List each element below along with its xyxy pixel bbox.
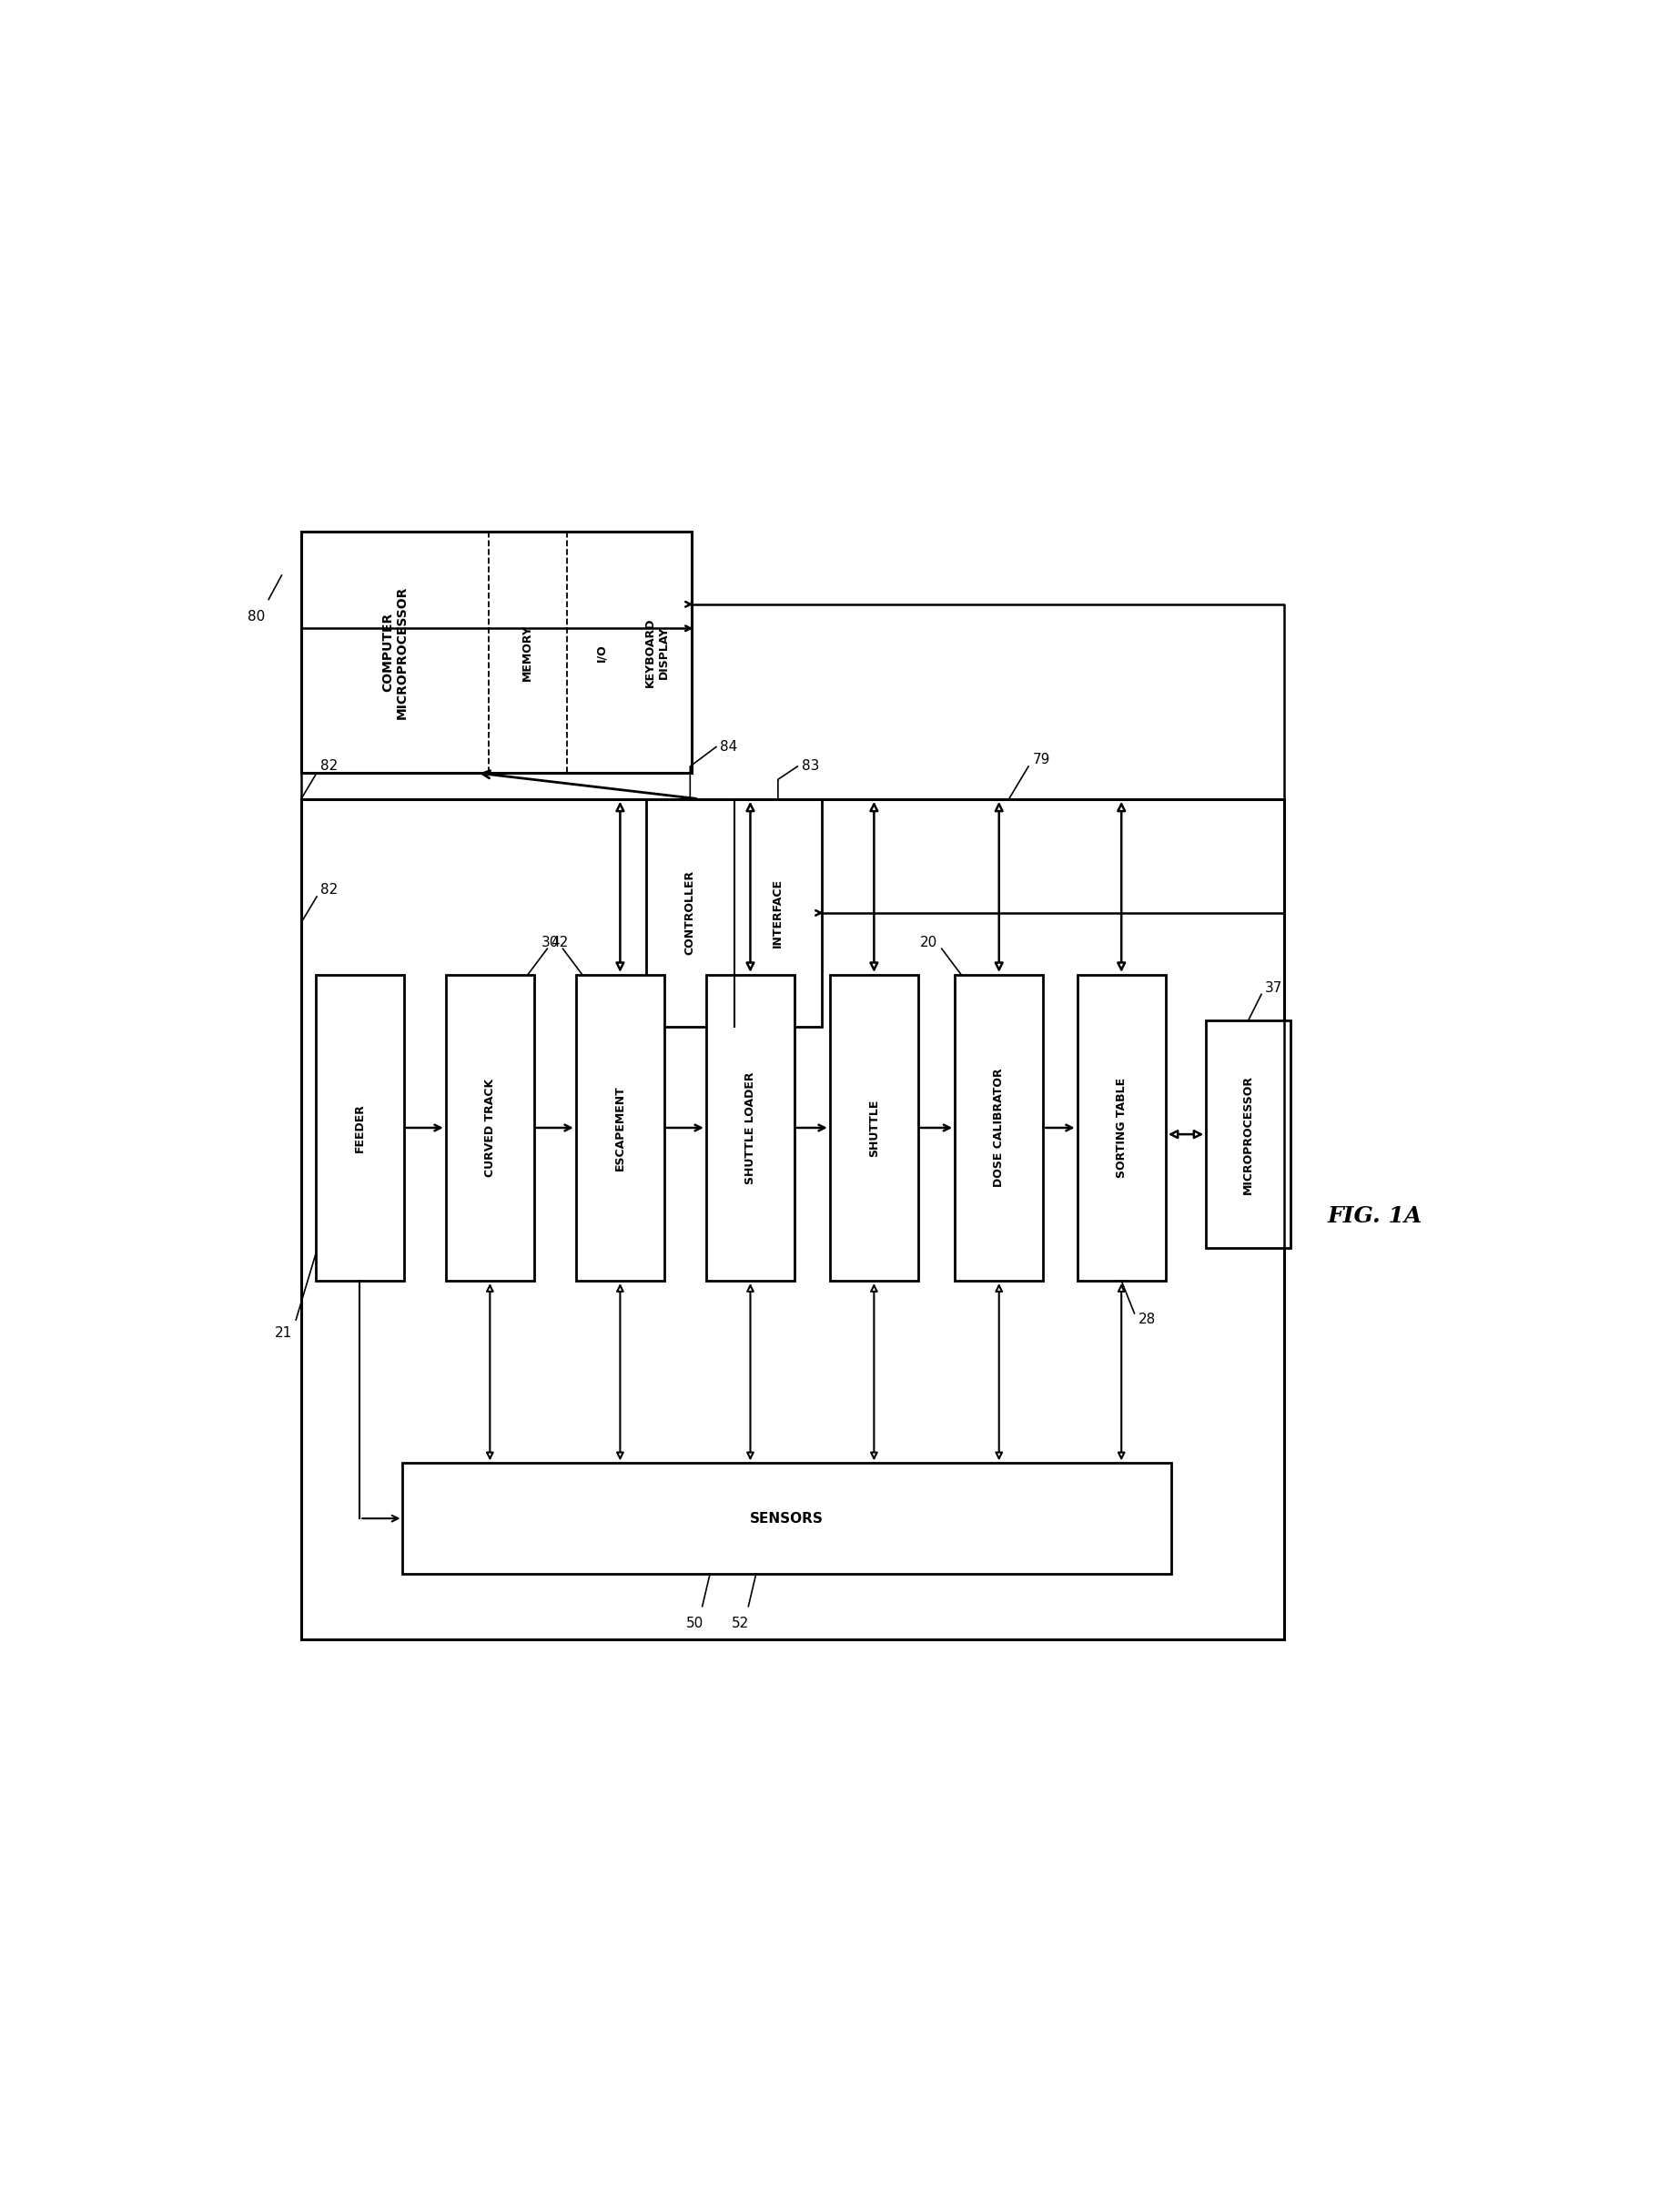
Text: 52: 52: [732, 1618, 749, 1631]
Text: 42: 42: [551, 935, 568, 949]
Text: 82: 82: [321, 759, 338, 773]
Text: SHUTTLE: SHUTTLE: [869, 1098, 880, 1158]
Text: COMPUTER
MICROPROCESSOR: COMPUTER MICROPROCESSOR: [381, 585, 408, 720]
Text: 84: 84: [721, 740, 738, 753]
Text: 28: 28: [1139, 1314, 1156, 1327]
Text: 79: 79: [1032, 753, 1050, 766]
Bar: [830, 975, 919, 1281]
Text: FEEDER: FEEDER: [354, 1103, 366, 1153]
Text: CURVED TRACK: CURVED TRACK: [484, 1078, 496, 1178]
Bar: [301, 533, 692, 773]
Bar: [445, 975, 534, 1281]
Text: MEMORY: MEMORY: [522, 625, 534, 680]
Text: 30: 30: [541, 935, 559, 949]
Bar: [403, 1464, 1171, 1574]
Bar: [316, 975, 403, 1281]
Bar: [954, 975, 1043, 1281]
Text: 20: 20: [921, 935, 937, 949]
Text: DOSE CALIBRATOR: DOSE CALIBRATOR: [993, 1067, 1005, 1186]
Text: ESCAPEMENT: ESCAPEMENT: [615, 1085, 627, 1171]
Text: I/O: I/O: [596, 643, 608, 663]
Bar: [1077, 975, 1166, 1281]
Text: SENSORS: SENSORS: [749, 1512, 823, 1525]
Text: SHUTTLE LOADER: SHUTTLE LOADER: [744, 1072, 756, 1184]
Bar: [576, 975, 664, 1281]
Text: KEYBOARD
DISPLAY: KEYBOARD DISPLAY: [643, 618, 670, 687]
Text: 80: 80: [247, 610, 265, 623]
Text: MICROPROCESSOR: MICROPROCESSOR: [1243, 1074, 1255, 1193]
Text: 50: 50: [685, 1618, 704, 1631]
Bar: [647, 799, 822, 1028]
Text: 37: 37: [1265, 982, 1284, 995]
Text: INTERFACE: INTERFACE: [773, 878, 785, 946]
Text: SORTING TABLE: SORTING TABLE: [1116, 1078, 1127, 1178]
Text: FIG. 1A: FIG. 1A: [1327, 1204, 1423, 1226]
Text: 21: 21: [274, 1325, 292, 1340]
Bar: [301, 799, 1284, 1640]
Text: CONTROLLER: CONTROLLER: [684, 872, 696, 955]
Bar: [706, 975, 795, 1281]
Text: 82: 82: [321, 883, 338, 898]
Text: 83: 83: [801, 759, 820, 773]
Bar: [1206, 1021, 1290, 1248]
